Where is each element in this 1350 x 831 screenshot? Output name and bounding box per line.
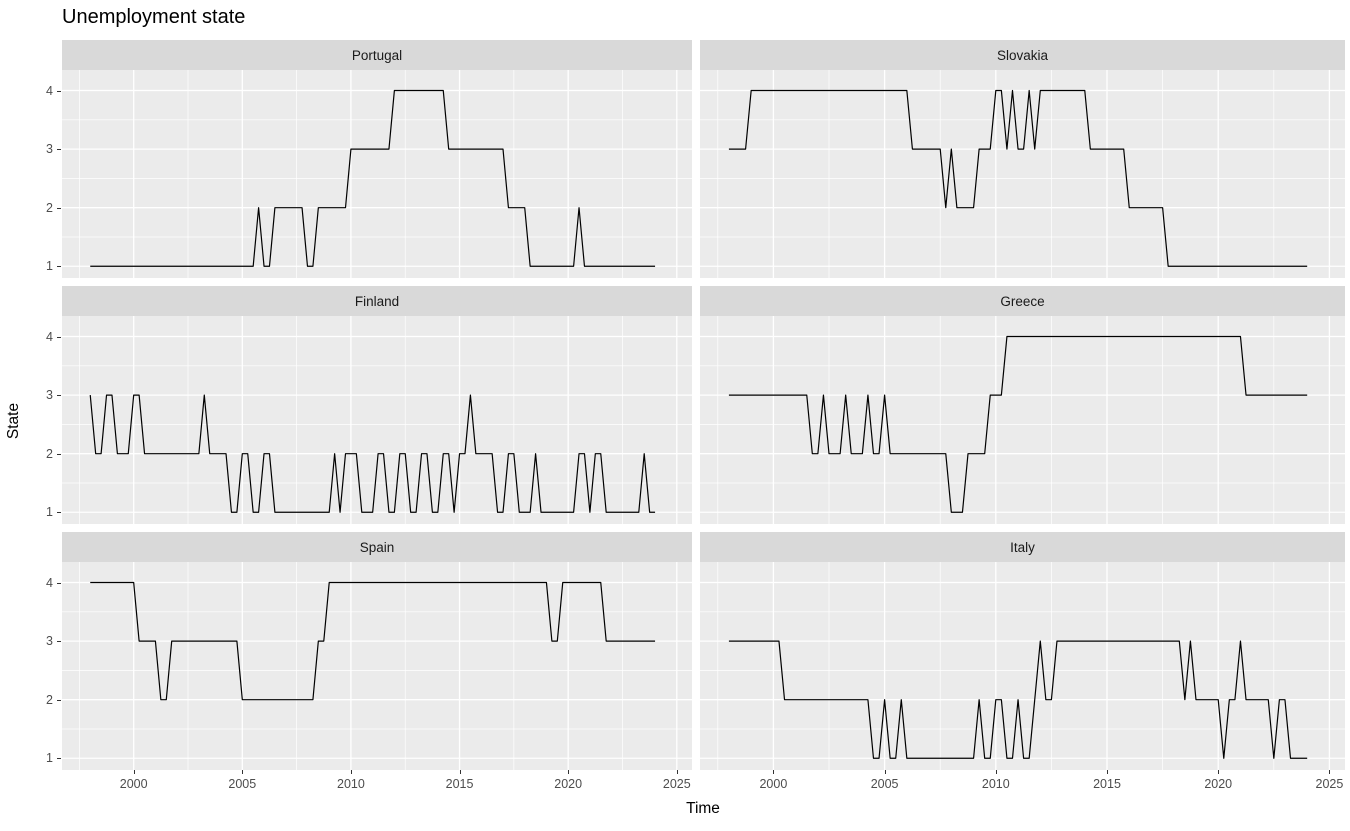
x-tick-mark: [133, 770, 135, 774]
y-tick-label: 3: [46, 142, 53, 157]
facet-strip-spain: Spain: [62, 532, 692, 562]
series-line-portugal: [90, 89, 656, 267]
y-tick-label: 1: [46, 751, 53, 766]
facet-strip-slovakia: Slovakia: [700, 40, 1345, 70]
x-tick-mark: [459, 770, 461, 774]
x-tick-label: 2000: [119, 777, 148, 791]
facet-panel-spain: [62, 562, 692, 770]
x-tick-label: 2015: [1093, 777, 1121, 791]
facet-strip-finland: Finland: [62, 286, 692, 316]
x-tick-label: 2000: [759, 777, 788, 791]
x-tick-mark: [1329, 770, 1331, 774]
panel-background: [62, 316, 692, 524]
x-tick-label: 2010: [337, 777, 365, 791]
x-tick-label: 2005: [870, 777, 899, 791]
y-tick-label: 2: [46, 200, 53, 215]
x-tick-label: 2005: [228, 777, 257, 791]
y-tick-mark: [57, 758, 61, 760]
y-tick-mark: [57, 90, 61, 92]
series-line-spain: [90, 581, 656, 701]
facet-strip-label: Portugal: [351, 47, 403, 63]
facet-strip-label: Finland: [354, 293, 400, 309]
x-tick-mark: [1107, 770, 1109, 774]
x-tick-mark: [884, 770, 886, 774]
facet-strip-label: Spain: [359, 539, 395, 555]
y-tick-mark: [57, 266, 61, 268]
y-tick-mark: [57, 395, 61, 397]
x-tick-mark: [773, 770, 775, 774]
y-tick-mark: [57, 512, 61, 514]
panel-background: [700, 70, 1345, 278]
facet-strip-label: Slovakia: [996, 47, 1049, 63]
facet-panel-portugal: [62, 70, 692, 278]
panel-background: [62, 562, 692, 770]
x-tick-label: 2020: [554, 777, 583, 791]
y-tick-mark: [57, 453, 61, 455]
facet-panel-greece: [700, 316, 1345, 524]
x-tick-mark: [568, 770, 570, 774]
panel-background: [700, 316, 1345, 524]
x-tick-mark: [350, 770, 352, 774]
y-tick-mark: [57, 641, 61, 643]
y-tick-label: 2: [46, 692, 53, 707]
y-tick-label: 4: [46, 329, 53, 344]
x-tick-mark: [1218, 770, 1220, 774]
y-tick-label: 4: [46, 83, 53, 98]
y-tick-mark: [57, 149, 61, 151]
x-tick-mark: [676, 770, 678, 774]
y-tick-label: 4: [46, 575, 53, 590]
x-tick-label: 2010: [981, 777, 1010, 791]
y-tick-label: 3: [46, 634, 53, 649]
y-axis-title: State: [5, 402, 22, 440]
x-tick-label: 2015: [445, 777, 474, 791]
series-line-slovakia: [728, 89, 1308, 267]
x-tick-label: 2025: [662, 777, 691, 791]
series-line-finland: [89, 394, 656, 513]
y-tick-label: 2: [46, 446, 53, 461]
facet-strip-label: Italy: [1010, 539, 1035, 555]
y-tick-label: 1: [46, 505, 53, 520]
x-tick-label: 2025: [1315, 777, 1344, 791]
facet-panel-italy: [700, 562, 1345, 770]
facet-panel-finland: [62, 316, 692, 524]
series-line-italy: [728, 640, 1308, 759]
x-tick-mark: [242, 770, 244, 774]
y-tick-label: 1: [46, 259, 53, 274]
facet-strip-italy: Italy: [700, 532, 1345, 562]
y-tick-mark: [57, 336, 61, 338]
y-tick-mark: [57, 207, 61, 209]
y-tick-mark: [57, 582, 61, 584]
panel-background: [700, 562, 1345, 770]
x-axis-title: Time: [686, 800, 720, 817]
series-line-greece: [728, 335, 1308, 513]
x-tick-mark: [995, 770, 997, 774]
x-tick-label: 2020: [1204, 777, 1233, 791]
y-tick-label: 3: [46, 388, 53, 403]
facet-strip-label: Greece: [1000, 293, 1045, 309]
y-tick-mark: [57, 699, 61, 701]
facet-panel-slovakia: [700, 70, 1345, 278]
chart-title: Unemployment state: [62, 6, 246, 28]
panel-background: [62, 70, 692, 278]
facet-strip-greece: Greece: [700, 286, 1345, 316]
facet-strip-portugal: Portugal: [62, 40, 692, 70]
